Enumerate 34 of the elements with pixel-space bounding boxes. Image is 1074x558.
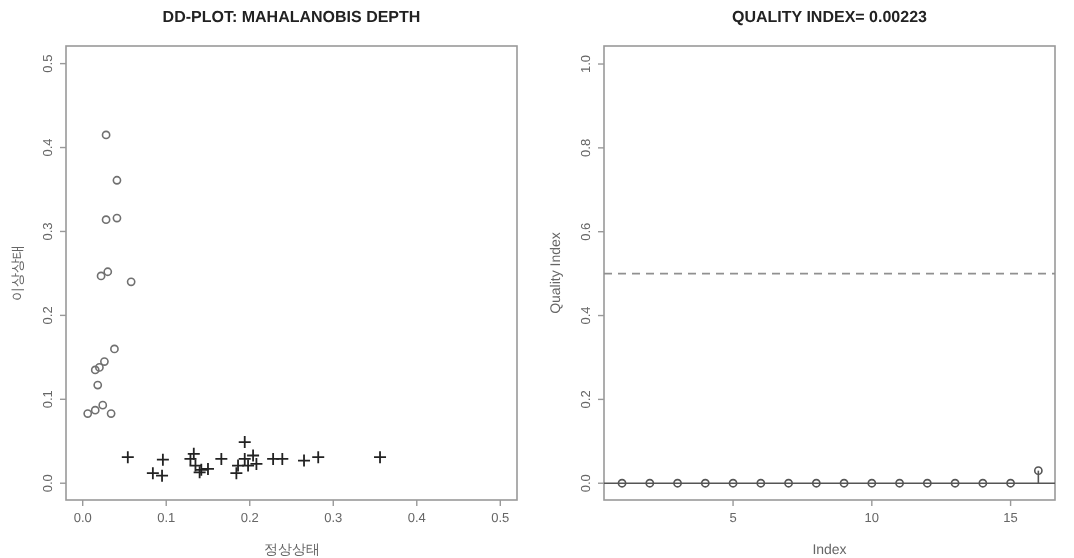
point	[231, 458, 245, 473]
point	[98, 400, 108, 410]
point	[90, 365, 100, 375]
point	[96, 271, 106, 281]
chart-title: QUALITY INDEX= 0.00223	[731, 8, 928, 26]
point	[186, 446, 201, 461]
point	[101, 215, 111, 225]
point	[188, 458, 203, 473]
point	[110, 344, 119, 354]
point	[297, 453, 311, 468]
point	[229, 466, 244, 481]
point	[106, 409, 116, 418]
point	[155, 452, 170, 467]
point	[95, 363, 104, 372]
point	[246, 448, 260, 463]
point	[373, 450, 387, 465]
point	[100, 357, 109, 366]
point	[275, 451, 290, 466]
point	[214, 451, 229, 466]
point	[241, 458, 255, 473]
point	[112, 175, 122, 185]
point	[126, 277, 136, 287]
point	[90, 405, 100, 415]
point	[103, 267, 113, 277]
point	[101, 130, 111, 140]
point	[237, 435, 252, 449]
point	[201, 462, 215, 476]
point	[83, 409, 93, 418]
chart-title: DD-PLOT: MAHALANOBIS DEPTH	[162, 8, 421, 26]
point	[112, 213, 122, 223]
point	[266, 451, 281, 466]
point	[120, 450, 135, 465]
point	[93, 380, 103, 390]
point	[311, 450, 326, 465]
